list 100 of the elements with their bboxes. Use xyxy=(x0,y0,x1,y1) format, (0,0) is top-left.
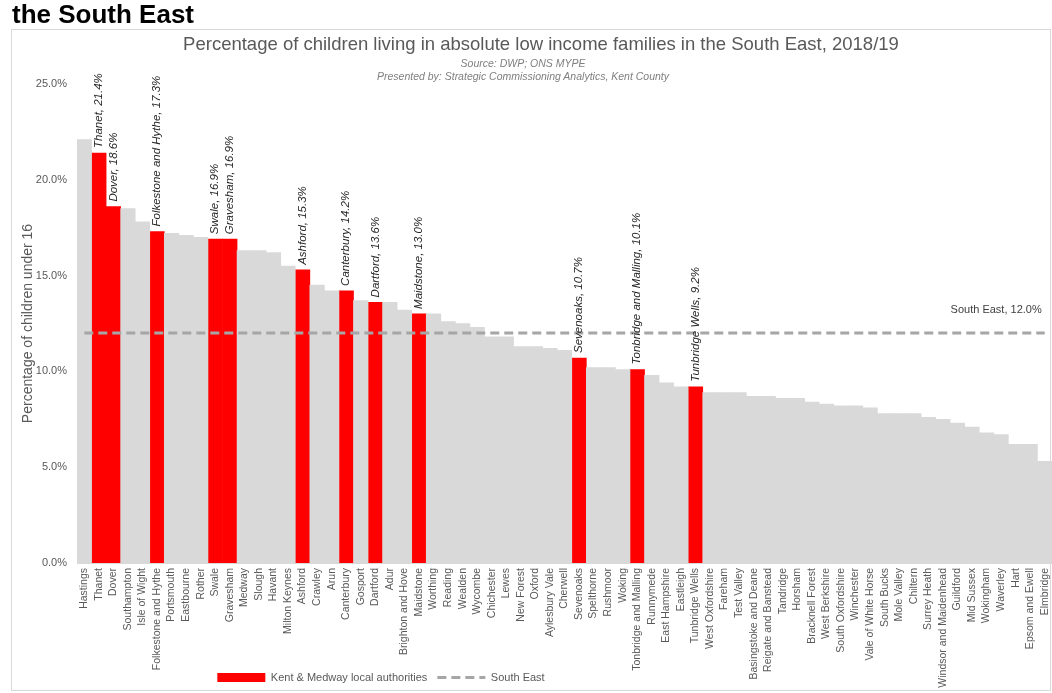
x-tick-label: Eastleigh xyxy=(673,567,686,612)
y-tick-label: 15.0% xyxy=(35,268,68,281)
x-tick-label: Southampton xyxy=(120,567,133,631)
legend-label: Kent & Medway local authorities xyxy=(270,670,428,683)
data-label: Canterbury, 14.2% xyxy=(339,190,352,286)
x-tick-label: Maidstone xyxy=(411,567,424,617)
bar xyxy=(367,302,383,563)
x-tick-label: Vale of White Horse xyxy=(862,567,875,661)
x-tick-label: South Bucks xyxy=(877,568,890,627)
x-tick-label: Hart xyxy=(1008,567,1021,588)
bar xyxy=(411,313,427,563)
x-tick-label: West Berkshire xyxy=(819,567,832,639)
data-label: Thanet, 21.4% xyxy=(92,73,105,148)
annotation: South East, 12.0% xyxy=(950,302,1042,315)
x-tick-label: Bracknell Forest xyxy=(804,567,817,644)
data-label: Sevenoaks, 10.7% xyxy=(572,257,585,353)
x-tick-label: Folkestone and Hythe xyxy=(149,567,162,671)
x-tick-label: Waverley xyxy=(993,567,1006,612)
x-tick-label: Worthing xyxy=(426,567,439,610)
x-tick-label: Tandridge xyxy=(775,567,788,615)
x-tick-label: Mid Sussex xyxy=(964,567,977,623)
x-tick-label: Thanet xyxy=(91,567,104,601)
x-tick-label: Runnymede xyxy=(644,567,657,625)
y-tick-label: 0.0% xyxy=(41,556,68,569)
x-tick-label: Havant xyxy=(266,567,279,602)
bar xyxy=(571,357,587,563)
x-tick-label: Swale xyxy=(208,567,221,597)
x-tick-label: Spelthorne xyxy=(586,567,599,619)
x-tick-label: Elmbridge xyxy=(1037,567,1050,616)
data-label: Dartford, 13.6% xyxy=(368,216,381,298)
legend-label: South East xyxy=(490,670,545,683)
text: Presented by: Strategic Commissioning Analytics, Kent County xyxy=(377,70,669,82)
x-tick-label: Reigate and Banstead xyxy=(761,567,774,672)
x-tick-label: Wealden xyxy=(455,567,468,610)
x-tick-label: West Oxfordshire xyxy=(702,567,715,649)
x-tick-label: Wokingham xyxy=(979,567,992,624)
x-tick-label: Sevenoaks xyxy=(571,568,584,620)
x-tick-label: Crawley xyxy=(310,567,322,606)
x-tick-label: Slough xyxy=(251,567,264,601)
x-tick-label: South Oxfordshire xyxy=(833,567,846,653)
x-tick-label: Horsham xyxy=(790,567,803,611)
x-tick-label: Dover xyxy=(106,567,119,597)
x-tick-label: Oxford xyxy=(528,567,541,600)
x-tick-label: Gosport xyxy=(353,567,366,606)
data-label: Folkestone and Hythe, 17.3% xyxy=(150,75,163,227)
x-tick-label: Epsom and Ewell xyxy=(1023,568,1036,650)
x-tick-label: Chiltern xyxy=(906,567,919,605)
y-tick-label: 25.0% xyxy=(35,77,68,90)
x-tick-label: Cherwell xyxy=(557,568,570,609)
source-note: Source: DWP; ONS MYPE xyxy=(460,57,586,69)
x-tick-label: Lewes xyxy=(499,568,512,599)
x-tick-label: Woking xyxy=(615,567,628,603)
data-label: Gravesham, 16.9% xyxy=(223,135,235,235)
x-tick-label: Rother xyxy=(193,567,206,600)
x-tick-label: Chichester xyxy=(484,567,497,619)
data-label: Tunbridge Wells, 9.2% xyxy=(688,267,701,382)
y-axis-title: Percentage of children under 16 xyxy=(19,223,36,424)
data-label: Ashford, 15.3% xyxy=(295,186,308,266)
y-tick-label: 5.0% xyxy=(41,460,68,473)
x-tick-label: Canterbury xyxy=(339,567,352,620)
x-tick-label: Isle of Wight xyxy=(135,567,148,626)
x-tick-label: New Forest xyxy=(513,567,526,622)
bar xyxy=(149,231,165,563)
x-tick-label: Fareham xyxy=(717,567,730,611)
x-tick-label: Tonbridge and Malling xyxy=(630,567,643,671)
bar xyxy=(294,269,311,563)
data-label: Tonbridge and Malling, 10.1% xyxy=(630,212,643,365)
x-tick-label: Mole Valley xyxy=(892,567,905,622)
x-tick-label: Reading xyxy=(440,567,453,608)
x-tick-label: Guildford xyxy=(950,567,963,611)
x-tick-label: Portsmouth xyxy=(164,567,177,622)
x-tick-label: Test Valley xyxy=(732,567,745,618)
x-tick-label: Surrey Heath xyxy=(921,567,934,630)
data-label: Swale, 16.9% xyxy=(208,163,221,235)
x-tick-label: Basingstoke and Deane xyxy=(746,567,759,680)
x-tick-label: Adur xyxy=(382,567,395,591)
x-tick-label: Wycombe xyxy=(470,567,483,615)
x-tick-label: Windsor and Maidenhead xyxy=(935,567,948,688)
text: the South East xyxy=(12,0,195,29)
x-tick-label: Rushmoor xyxy=(601,567,614,617)
x-tick-label: Aylesbury Vale xyxy=(542,567,555,638)
y-tick-label: 20.0% xyxy=(35,172,68,185)
x-tick-label: Ashford xyxy=(295,567,308,605)
y-tick-label: 10.0% xyxy=(35,364,68,377)
bar xyxy=(629,369,645,563)
x-tick-label: Tunbridge Wells xyxy=(688,568,701,644)
data-label: Maidstone, 13.0% xyxy=(412,216,425,309)
x-tick-label: Dartford xyxy=(368,567,381,606)
x-tick-label: Hastings xyxy=(77,568,90,609)
x-tick-label: Arun xyxy=(324,567,337,591)
x-tick-label: Medway xyxy=(237,567,250,608)
data-label: Dover, 18.6% xyxy=(106,132,119,202)
x-tick-label: Winchester xyxy=(848,567,861,621)
bar xyxy=(338,290,354,563)
x-tick-label: Milton Keynes xyxy=(280,568,293,634)
x-tick-label: Eastbourne xyxy=(179,567,192,622)
x-tick-label: Gravesham xyxy=(222,567,235,623)
x-tick-label: Brighton and Hove xyxy=(397,567,410,655)
chart-title: Percentage of children living in absolute low income families in the South East, 2018/19 xyxy=(183,33,899,54)
x-tick-label: East Hampshire xyxy=(659,567,672,643)
